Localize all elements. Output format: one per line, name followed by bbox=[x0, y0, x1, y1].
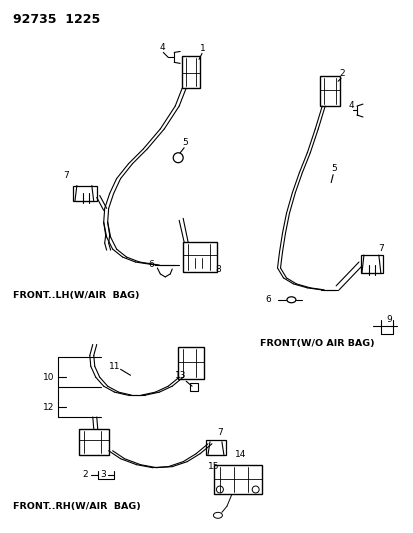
Text: 5: 5 bbox=[330, 164, 336, 173]
Text: 2: 2 bbox=[83, 470, 88, 479]
Text: 5: 5 bbox=[182, 139, 188, 147]
Text: FRONT..LH(W/AIR  BAG): FRONT..LH(W/AIR BAG) bbox=[13, 292, 140, 300]
Text: 12: 12 bbox=[43, 402, 55, 411]
Text: 15: 15 bbox=[207, 462, 219, 471]
Text: 6: 6 bbox=[265, 295, 271, 304]
Text: 1: 1 bbox=[199, 44, 205, 53]
Text: 13: 13 bbox=[175, 371, 186, 380]
Bar bbox=[214, 465, 261, 495]
Bar bbox=[320, 76, 339, 106]
Text: FRONT..RH(W/AIR  BAG): FRONT..RH(W/AIR BAG) bbox=[13, 502, 141, 511]
Text: 4: 4 bbox=[159, 43, 164, 52]
Text: 11: 11 bbox=[108, 362, 120, 371]
Text: 92735  1225: 92735 1225 bbox=[13, 13, 100, 26]
Text: 8: 8 bbox=[214, 265, 220, 274]
Text: FRONT(W/O AIR BAG): FRONT(W/O AIR BAG) bbox=[259, 339, 373, 348]
Bar bbox=[178, 348, 204, 379]
Bar bbox=[206, 440, 225, 455]
Bar bbox=[360, 255, 382, 273]
Text: 3: 3 bbox=[100, 470, 106, 479]
Text: 14: 14 bbox=[234, 450, 246, 459]
Text: 7: 7 bbox=[63, 171, 69, 180]
Text: 7: 7 bbox=[377, 244, 383, 253]
Bar bbox=[183, 242, 216, 272]
Text: 6: 6 bbox=[148, 260, 154, 269]
Text: 7: 7 bbox=[216, 429, 222, 438]
Text: 9: 9 bbox=[386, 315, 392, 324]
Bar bbox=[182, 56, 199, 88]
Text: 10: 10 bbox=[43, 373, 55, 382]
Bar bbox=[73, 185, 97, 201]
Text: 2: 2 bbox=[338, 69, 344, 78]
Text: 4: 4 bbox=[348, 101, 354, 110]
Bar bbox=[78, 429, 108, 455]
